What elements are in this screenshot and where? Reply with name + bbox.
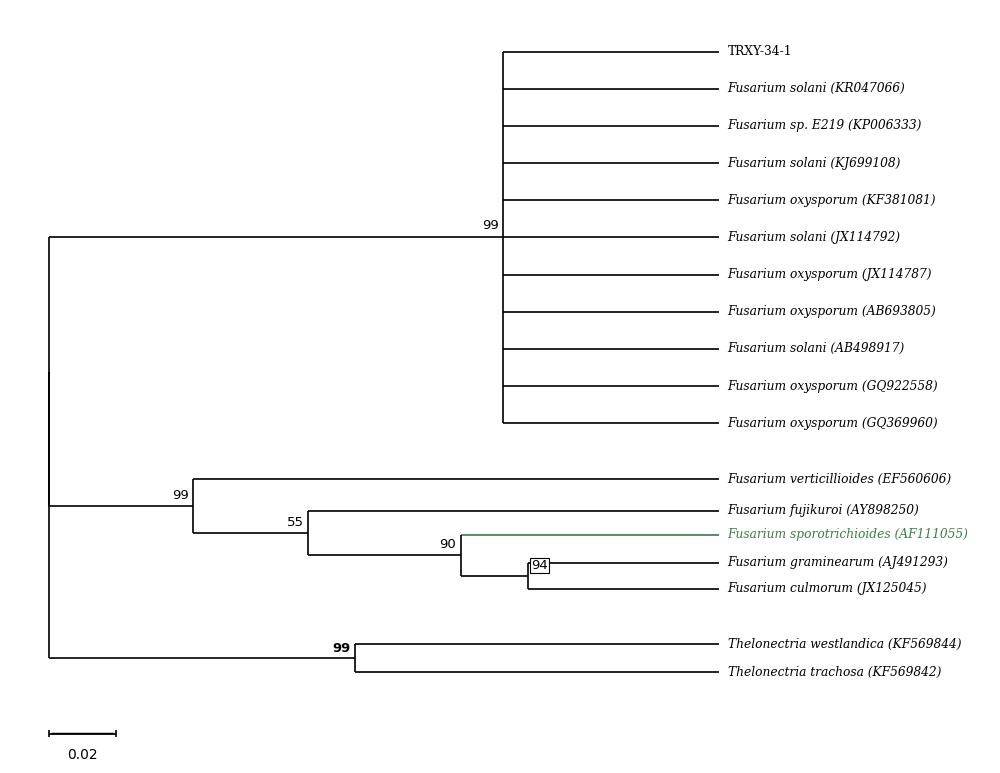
Text: Fusarium oxysporum (KF381081): Fusarium oxysporum (KF381081) xyxy=(728,194,936,206)
Text: TRXY-34-1: TRXY-34-1 xyxy=(728,45,792,58)
Text: 99: 99 xyxy=(332,642,350,655)
Text: Thelonectria westlandica (KF569844): Thelonectria westlandica (KF569844) xyxy=(728,638,961,651)
Text: 99: 99 xyxy=(482,219,499,232)
Text: Fusarium graminearum (AJ491293): Fusarium graminearum (AJ491293) xyxy=(728,556,949,569)
Text: 55: 55 xyxy=(287,516,304,530)
Text: Fusarium solani (JX114792): Fusarium solani (JX114792) xyxy=(728,231,901,244)
Text: 90: 90 xyxy=(440,539,456,551)
Text: Fusarium oxysporum (GQ922558): Fusarium oxysporum (GQ922558) xyxy=(728,380,938,393)
Text: Fusarium solani (AB498917): Fusarium solani (AB498917) xyxy=(728,342,905,356)
Text: Fusarium fujikuroi (AY898250): Fusarium fujikuroi (AY898250) xyxy=(728,504,919,517)
Text: Fusarium oxysporum (AB693805): Fusarium oxysporum (AB693805) xyxy=(728,305,936,318)
Text: Fusarium sp. E219 (KP006333): Fusarium sp. E219 (KP006333) xyxy=(728,119,922,132)
Text: 99: 99 xyxy=(172,489,189,502)
Text: Fusarium sporotrichioides (AF111055): Fusarium sporotrichioides (AF111055) xyxy=(728,528,969,541)
Text: Fusarium oxysporum (JX114787): Fusarium oxysporum (JX114787) xyxy=(728,268,932,281)
Text: Fusarium culmorum (JX125045): Fusarium culmorum (JX125045) xyxy=(728,582,927,595)
Text: Fusarium oxysporum (GQ369960): Fusarium oxysporum (GQ369960) xyxy=(728,417,938,430)
Text: Fusarium verticillioides (EF560606): Fusarium verticillioides (EF560606) xyxy=(728,472,952,485)
Text: Fusarium solani (KJ699108): Fusarium solani (KJ699108) xyxy=(728,157,901,169)
Text: Thelonectria trachosa (KF569842): Thelonectria trachosa (KF569842) xyxy=(728,666,941,679)
Text: 94: 94 xyxy=(531,559,548,572)
Text: Fusarium solani (KR047066): Fusarium solani (KR047066) xyxy=(728,82,905,95)
Text: 0.02: 0.02 xyxy=(68,748,98,762)
